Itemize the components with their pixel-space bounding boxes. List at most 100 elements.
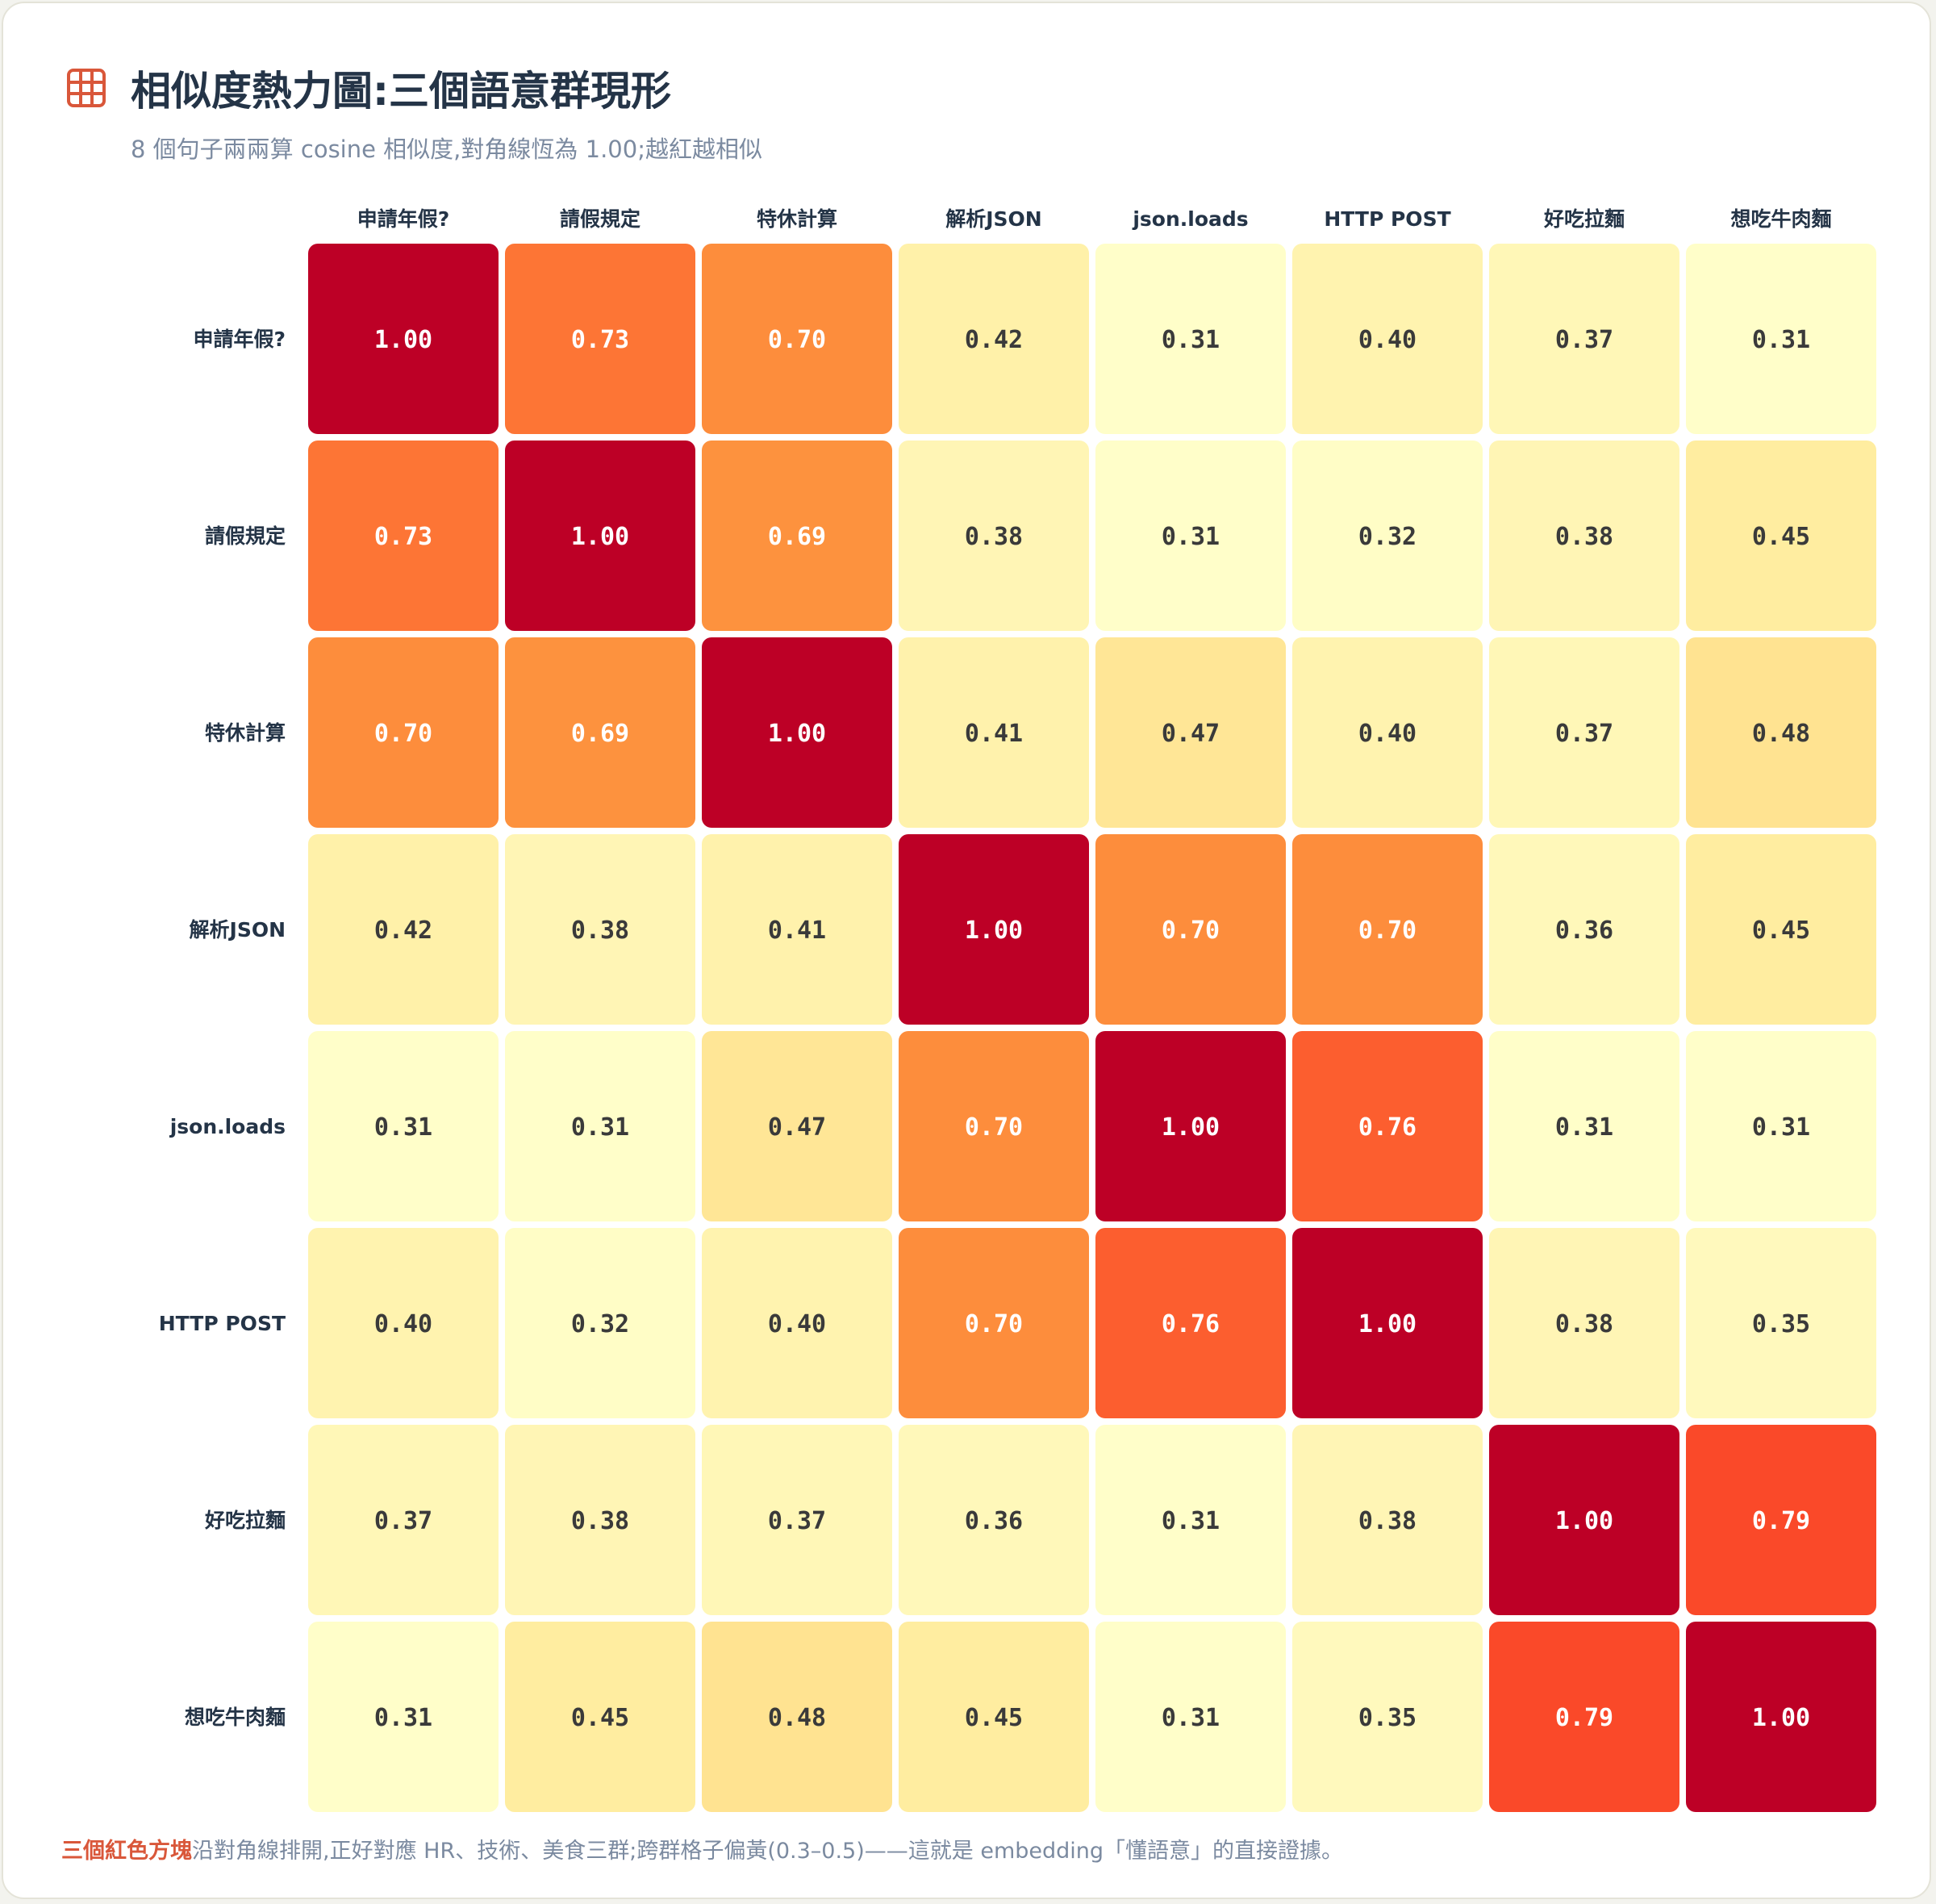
heatmap-cell: 0.32: [1292, 441, 1483, 631]
heatmap-cell-value: 0.45: [571, 1704, 629, 1732]
heatmap-cell-rect: [308, 244, 499, 434]
page-subtitle: 8 個句子兩兩算 cosine 相似度,對角線恆為 1.00;越紅越相似: [131, 136, 762, 163]
heatmap-cell: 0.31: [1686, 244, 1876, 434]
heatmap-cell-value: 0.69: [571, 720, 629, 748]
column-label: 好吃拉麵: [1543, 207, 1625, 231]
heatmap-cell: 1.00: [1292, 1228, 1483, 1418]
heatmap-cell: 0.38: [1489, 1228, 1679, 1418]
heatmap-cell-value: 0.48: [1752, 720, 1810, 748]
heatmap-cell-rect: [702, 637, 892, 828]
heatmap-cell-value: 1.00: [1752, 1704, 1810, 1732]
heatmap-cell: 0.40: [308, 1228, 499, 1418]
heatmap-cell-rect: [505, 244, 695, 434]
heatmap-cell-value: 1.00: [1555, 1507, 1613, 1535]
row-label: HTTP POST: [159, 1312, 286, 1335]
heatmap-cell: 0.45: [505, 1622, 695, 1812]
column-label: 請假規定: [560, 207, 640, 231]
heatmap-cell-rect: [1686, 441, 1876, 631]
heatmap-cell-rect: [1095, 244, 1286, 434]
heatmap-cell-rect: [1489, 1228, 1679, 1418]
heatmap-cell-rect: [505, 1031, 695, 1221]
heatmap-cell-rect: [1292, 637, 1483, 828]
heatmap-cell-value: 0.38: [571, 1507, 629, 1535]
heatmap-cell-rect: [308, 1228, 499, 1418]
heatmap-cell-rect: [1489, 834, 1679, 1025]
heatmap-cell-value: 0.37: [768, 1507, 826, 1535]
heatmap-cell-rect: [1686, 637, 1876, 828]
heatmap-cell-rect: [702, 441, 892, 631]
heatmap-cell-rect: [1292, 1425, 1483, 1615]
heatmap-cell-rect: [1095, 1425, 1286, 1615]
heatmap-cell: 0.31: [1095, 1425, 1286, 1615]
heatmap-cell-rect: [1095, 834, 1286, 1025]
heatmap-cell: 0.42: [899, 244, 1089, 434]
heatmap-cell-value: 0.35: [1358, 1704, 1417, 1732]
heatmap-cell: 0.69: [505, 637, 695, 828]
heatmap-cell: 0.37: [1489, 244, 1679, 434]
heatmap-cell-value: 0.36: [1555, 917, 1613, 945]
heatmap-cell: 0.76: [1095, 1228, 1286, 1418]
heatmap-cell: 1.00: [308, 244, 499, 434]
heatmap-cell-value: 0.31: [1752, 1113, 1810, 1142]
heatmap-cell-value: 1.00: [1162, 1113, 1220, 1142]
heatmap-cell-rect: [1686, 1622, 1876, 1812]
heatmap-cell-value: 0.47: [768, 1113, 826, 1142]
heatmap-cell-rect: [1489, 244, 1679, 434]
heatmap-cell: 0.47: [702, 1031, 892, 1221]
heatmap-cell-value: 1.00: [374, 326, 432, 354]
heatmap-cell: 0.47: [1095, 637, 1286, 828]
heatmap-cell: 0.45: [1686, 441, 1876, 631]
heatmap-cell-rect: [1489, 441, 1679, 631]
heatmap-cell-rect: [899, 1425, 1089, 1615]
heatmap-cell-value: 0.31: [571, 1113, 629, 1142]
heatmap-cell: 0.40: [702, 1228, 892, 1418]
heatmap-cell-rect: [1686, 1425, 1876, 1615]
heatmap-cell: 0.37: [1489, 637, 1679, 828]
heatmap-cell: 0.79: [1686, 1425, 1876, 1615]
heatmap-cell-rect: [1292, 1228, 1483, 1418]
heatmap-cell: 0.31: [308, 1622, 499, 1812]
footer-note: 三個紅色方塊沿對角線排開,正好對應 HR、技術、美食三群;跨群格子偏黃(0.3–…: [61, 1833, 1343, 1864]
heatmap-cell: 0.40: [1292, 244, 1483, 434]
heatmap-cell-rect: [308, 1031, 499, 1221]
grid-icon: [67, 69, 106, 107]
heatmap-cell: 0.31: [505, 1031, 695, 1221]
heatmap-cell: 0.70: [1292, 834, 1483, 1025]
heatmap-cell-value: 0.79: [1752, 1507, 1810, 1535]
heatmap-cell-rect: [899, 637, 1089, 828]
heatmap-cell-value: 0.70: [374, 720, 432, 748]
heatmap-cell-rect: [505, 441, 695, 631]
heatmap-cell: 0.41: [899, 637, 1089, 828]
heatmap-cell-rect: [505, 637, 695, 828]
heatmap-cell-value: 0.31: [1555, 1113, 1613, 1142]
heatmap-cell-rect: [702, 244, 892, 434]
heatmap-cell-rect: [1686, 834, 1876, 1025]
heatmap-cell: 0.31: [1489, 1031, 1679, 1221]
heatmap-cell-value: 1.00: [965, 917, 1023, 945]
heatmap-cell-value: 0.69: [768, 523, 826, 551]
heatmap-cell-value: 0.38: [965, 523, 1023, 551]
heatmap-cell: 1.00: [1489, 1425, 1679, 1615]
heatmap-cell-value: 0.45: [1752, 523, 1810, 551]
heatmap-cell: 0.69: [702, 441, 892, 631]
heatmap-cell-rect: [1095, 1622, 1286, 1812]
heatmap-cell-value: 0.42: [374, 917, 432, 945]
heatmap-cell-value: 0.70: [768, 326, 826, 354]
heatmap-cell-value: 0.73: [571, 326, 629, 354]
heatmap-cell: 0.37: [702, 1425, 892, 1615]
heatmap-cell-value: 0.32: [1358, 523, 1417, 551]
heatmap-cell-value: 0.38: [1555, 1310, 1613, 1338]
heatmap-cell: 0.42: [308, 834, 499, 1025]
heatmap-cell-value: 0.35: [1752, 1310, 1810, 1338]
heatmap-cell: 0.31: [1095, 441, 1286, 631]
heatmap-cell-rect: [505, 1425, 695, 1615]
heatmap-cell: 0.31: [1095, 1622, 1286, 1812]
heatmap-cell-rect: [1686, 1031, 1876, 1221]
heatmap-cell-value: 0.31: [1162, 326, 1220, 354]
heatmap-cell-value: 0.38: [571, 917, 629, 945]
heatmap-cell-rect: [1095, 1228, 1286, 1418]
column-label: HTTP POST: [1324, 207, 1450, 231]
heatmap-cell: 0.40: [1292, 637, 1483, 828]
heatmap-cell-value: 0.79: [1555, 1704, 1613, 1732]
